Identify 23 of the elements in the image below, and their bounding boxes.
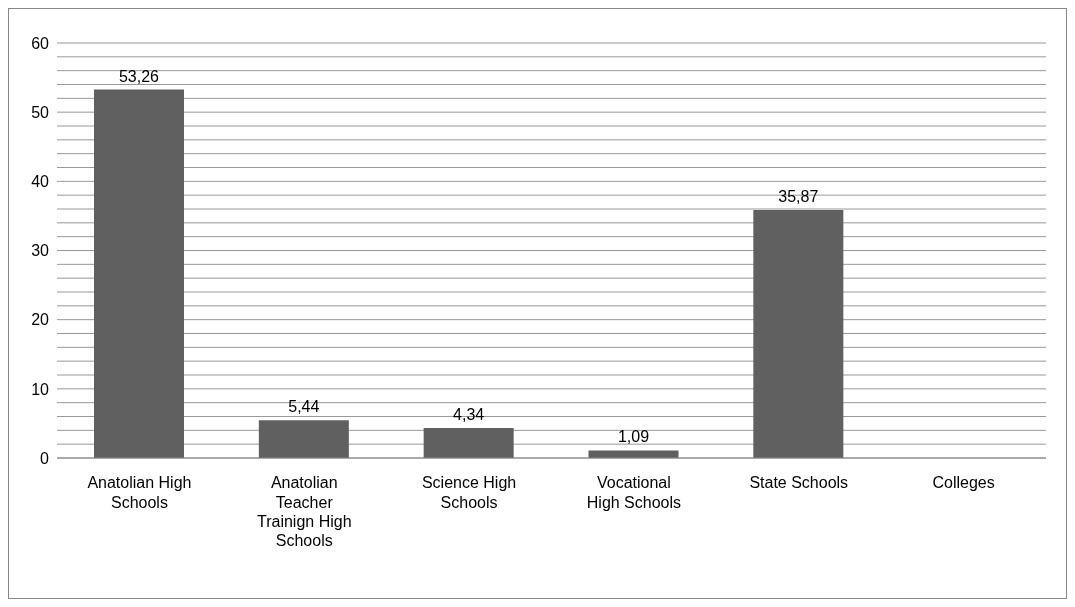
bar [753,209,844,458]
bar [258,420,349,458]
y-tick-label: 0 [40,449,50,467]
bar [94,89,184,458]
bar [423,427,514,458]
y-tick-label: 20 [31,311,50,329]
x-tick-label: Colleges [932,474,995,492]
x-tick-label: Vocational High Schools [586,474,682,511]
data-label: 5,44 [288,398,320,416]
y-tick-label: 30 [31,242,50,260]
y-tick-label: 60 [31,34,50,52]
y-tick-label: 40 [31,173,50,191]
y-tick-label: 10 [31,380,50,398]
x-tick-label: State Schools [749,474,849,492]
y-tick-label: 50 [31,103,50,121]
data-label: 35,87 [778,187,819,205]
bar [588,450,679,458]
data-label: 4,34 [453,405,485,423]
x-tick-label: Science High Schools [421,474,517,511]
data-label: 1,09 [617,428,650,446]
x-tick-label: Anatolian High Schools [87,474,192,511]
data-label: 53,26 [118,67,160,85]
x-tick-label: Anatolian Teacher Trainign High Schools [256,474,352,549]
